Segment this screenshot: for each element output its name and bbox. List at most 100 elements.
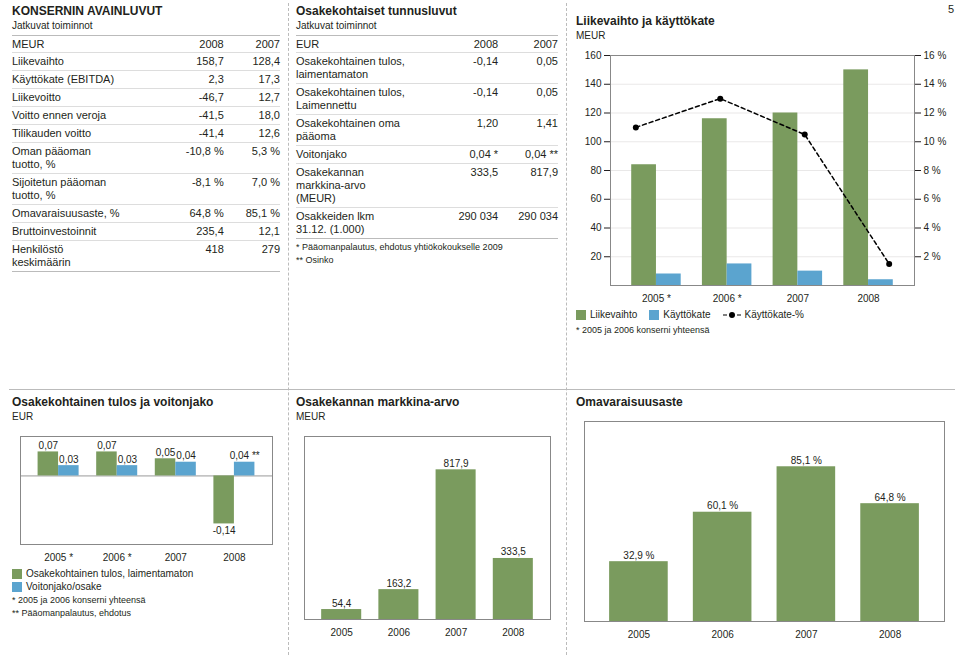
html-text:-41,5: -41,5 (198, 109, 224, 121)
svg-text:85,1 %: 85,1 % (791, 455, 822, 466)
html-text:12,1: 12,1 (258, 225, 280, 237)
html-text:Osakekohtainen tulos, Laimenne: Osakekohtainen tulos, Laimennettu (296, 86, 405, 111)
html-text:12,6: 12,6 (258, 127, 280, 139)
svg-text:54,4: 54,4 (332, 598, 352, 609)
html-text:-8,1 %: -8,1 % (192, 176, 224, 188)
html-text:Osakekohtainen tulos ja voiton: Osakekohtainen tulos ja voitonjako (12, 395, 214, 409)
svg-text:0,03: 0,03 (118, 454, 138, 465)
html-text:Tilikauden voitto: Tilikauden voitto (12, 127, 92, 139)
svg-text:0,07: 0,07 (97, 440, 117, 451)
svg-text:2007: 2007 (787, 293, 810, 304)
html-text:Liikevaihto ja käyttökate: Liikevaihto ja käyttökate (576, 14, 715, 28)
svg-text:14 %: 14 % (924, 78, 947, 89)
html-text:2007: 2007 (255, 38, 280, 50)
svg-text:140: 140 (585, 78, 602, 89)
svg-text:333,5: 333,5 (501, 546, 526, 557)
html-text:Omavaraisuusaste: Omavaraisuusaste (576, 395, 683, 409)
svg-text:-0,14: -0,14 (213, 525, 236, 536)
svg-text:16 %: 16 % (924, 50, 947, 61)
html-text:Osakekohtaiset tunnusluvut: Osakekohtaiset tunnusluvut (296, 4, 457, 18)
html-text:-46,7: -46,7 (198, 91, 224, 103)
html-text:-0,14: -0,14 (473, 86, 499, 98)
svg-text:2008: 2008 (879, 629, 902, 640)
svg-text:2005 *: 2005 * (44, 552, 73, 563)
html-text:2008: 2008 (473, 38, 499, 50)
svg-text:2007: 2007 (445, 627, 468, 638)
svg-text:32,9 %: 32,9 % (623, 550, 654, 561)
html-text:418: 418 (205, 243, 224, 255)
html-text:2007: 2007 (533, 38, 558, 50)
html-text:64,8 %: 64,8 % (189, 207, 224, 219)
html-text:-0,14: -0,14 (473, 55, 499, 67)
html-text:Osakekannan markkina-arvo (MEU: Osakekannan markkina-arvo (MEUR) (296, 166, 366, 204)
html-text:12,7: 12,7 (258, 91, 280, 103)
svg-text:80: 80 (590, 165, 602, 176)
html-text:Henkilöstö keskimäärin: Henkilöstö keskimäärin (12, 243, 71, 268)
svg-text:2007: 2007 (795, 629, 818, 640)
svg-text:120: 120 (585, 107, 602, 118)
svg-text:20: 20 (590, 251, 602, 262)
svg-text:2006: 2006 (388, 627, 411, 638)
svg-text:0,07: 0,07 (39, 440, 59, 451)
html-text:Oman pääoman tuotto, %: Oman pääoman tuotto, % (12, 145, 91, 170)
html-text:MEUR: MEUR (12, 38, 45, 50)
html-text:85,1 %: 85,1 % (245, 207, 280, 219)
svg-text:6 %: 6 % (924, 193, 941, 204)
svg-text:100: 100 (585, 136, 602, 147)
svg-text:0,03: 0,03 (59, 454, 79, 465)
svg-text:2008: 2008 (502, 627, 525, 638)
svg-text:40: 40 (590, 222, 602, 233)
html-text:Liikevaihto: Liikevaihto (12, 55, 64, 67)
svg-text:8 %: 8 % (924, 165, 941, 176)
svg-text:2 %: 2 % (924, 251, 941, 262)
svg-text:12 %: 12 % (924, 107, 947, 118)
svg-text:160: 160 (585, 50, 602, 61)
html-text:Liikevoitto: Liikevoitto (12, 91, 61, 103)
html-text:2008: 2008 (199, 38, 224, 50)
html-text:5,3 %: 5,3 % (251, 145, 280, 157)
html-text:Osakekannan markkina-arvo: Osakekannan markkina-arvo (296, 395, 460, 409)
html-text:EUR: EUR (296, 38, 320, 50)
svg-text:2008: 2008 (223, 552, 246, 563)
html-text:Osakekohtainen tulos, laimenta: Osakekohtainen tulos, laimentamaton (296, 55, 405, 80)
svg-text:163,2: 163,2 (386, 578, 411, 589)
svg-text:60: 60 (590, 193, 602, 204)
html-text:0,05: 0,05 (536, 86, 558, 98)
html-text:-10,8 %: -10,8 % (185, 145, 224, 157)
svg-text:64,8 %: 64,8 % (875, 492, 906, 503)
html-text:Osakkeiden lkm 31.12. (1.000): Osakkeiden lkm 31.12. (1.000) (296, 210, 375, 235)
svg-text:2005: 2005 (331, 627, 354, 638)
html-text:Käyttökate (EBITDA): Käyttökate (EBITDA) (12, 73, 115, 85)
html-text:Omavaraisuusaste, %: Omavaraisuusaste, % (12, 207, 120, 219)
svg-text:0,04: 0,04 (176, 450, 196, 461)
html-text:1,20: 1,20 (476, 117, 499, 129)
html-text:17,3: 17,3 (258, 73, 280, 85)
svg-text:4 %: 4 % (924, 222, 941, 233)
html-text:-41,4: -41,4 (198, 127, 224, 139)
html-text:KONSERNIN AVAINLUVUT: KONSERNIN AVAINLUVUT (12, 4, 163, 18)
html-text:Sijoitetun pääoman tuotto, %: Sijoitetun pääoman tuotto, % (12, 176, 107, 201)
svg-text:0,05: 0,05 (156, 447, 176, 458)
html-text:7,0 %: 7,0 % (251, 176, 280, 188)
svg-text:2006: 2006 (712, 629, 735, 640)
html-text:128,4: 128,4 (252, 55, 280, 67)
html-text:18,0: 18,0 (258, 109, 280, 121)
svg-text:2005: 2005 (628, 629, 651, 640)
svg-text:2008: 2008 (857, 293, 880, 304)
svg-text:2005 *: 2005 * (642, 293, 671, 304)
svg-text:0,04 **: 0,04 ** (230, 450, 260, 461)
html-text:Voitto ennen veroja: Voitto ennen veroja (12, 109, 107, 121)
html-text:0,05: 0,05 (536, 55, 558, 67)
svg-text:2006 *: 2006 * (103, 552, 132, 563)
svg-text:2006 *: 2006 * (713, 293, 742, 304)
svg-text:2007: 2007 (165, 552, 188, 563)
svg-text:817,9: 817,9 (444, 458, 469, 469)
html-text:Bruttoinvestoinnit: Bruttoinvestoinnit (12, 225, 97, 237)
html-text:Osakekohtainen oma pääoma: Osakekohtainen oma pääoma (296, 117, 400, 142)
html-text:279: 279 (261, 243, 280, 255)
html-text:158,7: 158,7 (196, 55, 224, 67)
html-text:2,3: 2,3 (208, 73, 224, 85)
svg-text:60,1 %: 60,1 % (707, 500, 738, 511)
html-text:235,4: 235,4 (196, 225, 224, 237)
svg-text:10 %: 10 % (924, 136, 947, 147)
